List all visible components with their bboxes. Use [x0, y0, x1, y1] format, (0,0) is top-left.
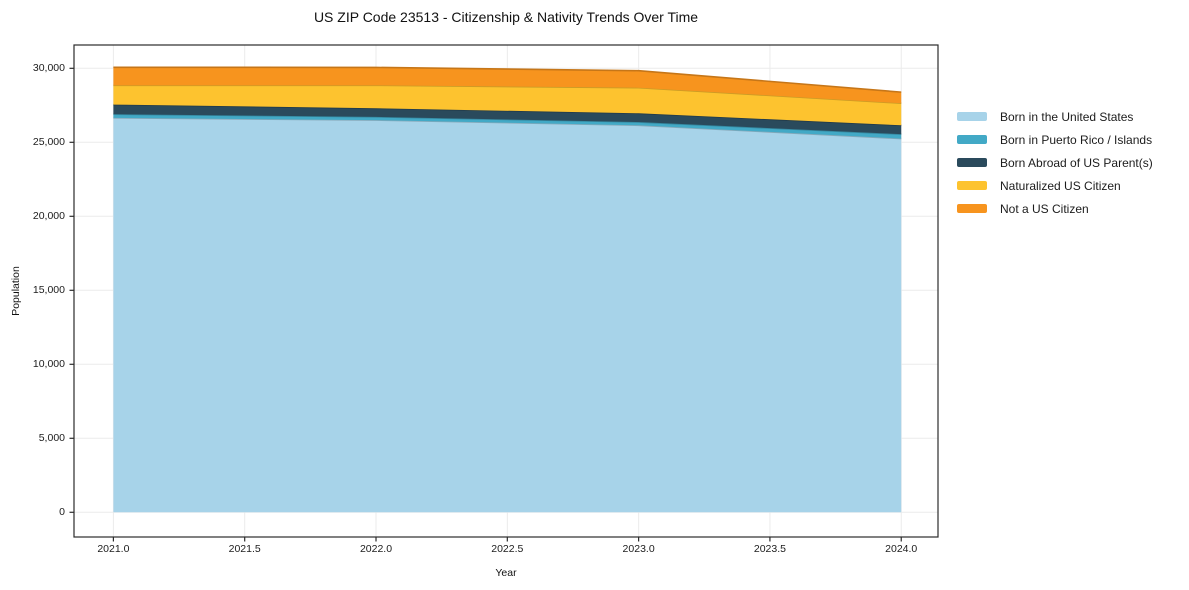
legend-label: Born in the United States — [1000, 109, 1134, 124]
legend-item-naturalized: Naturalized US Citizen — [957, 174, 1153, 197]
legend-label: Born Abroad of US Parent(s) — [1000, 155, 1153, 170]
area-born-in-puerto-rico-islands — [113, 114, 902, 139]
legend-label: Naturalized US Citizen — [1000, 178, 1121, 193]
legend-swatch-not-a-citizen — [957, 204, 987, 213]
legend-label: Not a US Citizen — [1000, 201, 1089, 216]
area-naturalized-us-citizen — [113, 85, 902, 126]
x-tick-label: 2021.0 — [97, 543, 130, 555]
legend-label: Born in Puerto Rico / Islands — [1000, 132, 1153, 147]
x-tick-label: 2023.0 — [622, 543, 655, 555]
y-tick-label: 10,000 — [32, 358, 65, 371]
x-tick-label: 2021.5 — [228, 543, 261, 555]
x-tick-label: 2024.0 — [885, 543, 918, 555]
y-tick-label: 30,000 — [32, 62, 65, 75]
y-tick-label: 25,000 — [32, 136, 65, 149]
legend-swatch-born-in-us — [957, 112, 987, 121]
y-tick-label: 20,000 — [32, 210, 65, 223]
area-born-abroad-of-us-parent-s — [113, 104, 902, 135]
plot-frame — [73, 44, 939, 538]
y-tick-label: 0 — [59, 506, 65, 519]
chart-title: US ZIP Code 23513 - Citizenship & Nativi… — [313, 9, 699, 25]
y-tick-label: 15,000 — [32, 284, 65, 297]
legend-swatch-naturalized — [957, 181, 987, 190]
legend-item-not-a-citizen: Not a US Citizen — [957, 197, 1153, 220]
legend-item-born-abroad: Born Abroad of US Parent(s) — [957, 151, 1153, 174]
x-tick-label: 2022.0 — [359, 543, 393, 555]
legend: Born in the United States Born in Puerto… — [957, 105, 1153, 220]
x-tick-label: 2023.5 — [753, 543, 786, 555]
legend-swatch-born-in-puerto-rico — [957, 135, 987, 144]
area-edge-not-a-us-citizen — [113, 66, 902, 93]
x-axis-label: Year — [495, 567, 517, 579]
legend-item-born-in-puerto-rico: Born in Puerto Rico / Islands — [957, 128, 1153, 151]
x-tick-label: 2022.5 — [491, 543, 524, 555]
y-tick-label: 5,000 — [38, 432, 65, 445]
legend-swatch-born-abroad — [957, 158, 987, 167]
legend-item-born-in-us: Born in the United States — [957, 105, 1153, 128]
area-born-in-the-united-states — [113, 117, 902, 513]
